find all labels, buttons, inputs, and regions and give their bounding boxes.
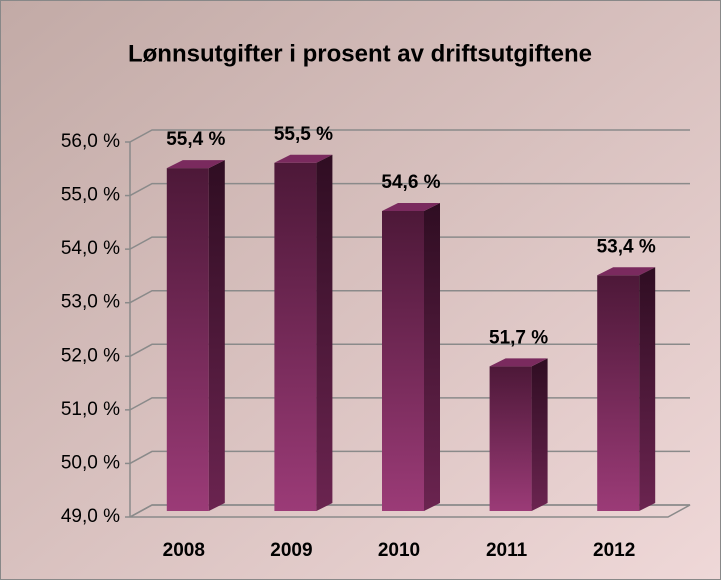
value-label: 51,7 %	[489, 327, 548, 348]
bar	[489, 358, 548, 511]
grid-line	[129, 129, 690, 143]
y-tick-label: 51,0 %	[61, 399, 120, 420]
x-tick-label: 2009	[270, 540, 312, 561]
y-tick-label: 52,0 %	[61, 345, 120, 366]
bar-face	[382, 203, 440, 211]
grid-line	[129, 289, 690, 304]
y-tick-label: 53,0 %	[61, 292, 120, 313]
bar-face	[166, 160, 225, 169]
grid-line	[129, 343, 690, 357]
bar-face	[489, 366, 532, 511]
bar	[274, 154, 333, 512]
grid-line	[129, 182, 690, 197]
bar-face	[274, 162, 317, 512]
y-tick-label: 55,0 %	[61, 185, 120, 206]
chart-title: Lønnsutgifter i prosent av driftsutgifte…	[128, 40, 592, 67]
bar-face	[424, 203, 440, 511]
bar-face	[639, 267, 656, 511]
x-tick-label: 2012	[593, 540, 635, 561]
value-label: 55,5 %	[274, 124, 333, 145]
x-tick-label: 2011	[486, 540, 528, 561]
bar-face	[531, 358, 548, 511]
bar-face	[166, 168, 209, 511]
bar	[597, 267, 656, 511]
bar-face	[597, 267, 656, 276]
y-tick-label: 49,0 %	[61, 506, 120, 527]
x-tick-label: 2010	[378, 540, 420, 561]
bar-face	[489, 358, 548, 367]
bar	[382, 203, 440, 511]
y-tick-label: 50,0 %	[61, 452, 120, 473]
bar-face	[274, 154, 333, 163]
bar-face	[208, 160, 225, 511]
bar-face	[316, 154, 333, 512]
bar-face	[382, 211, 424, 511]
value-label: 55,4 %	[166, 129, 225, 150]
bar	[166, 160, 225, 511]
y-tick-label: 54,0 %	[61, 238, 120, 259]
grid-line	[129, 236, 690, 250]
y-tick-label: 56,0 %	[61, 131, 120, 152]
value-label: 54,6 %	[381, 172, 440, 193]
bar-face	[597, 275, 640, 511]
value-label: 53,4 %	[597, 236, 656, 257]
x-tick-label: 2008	[163, 540, 205, 561]
